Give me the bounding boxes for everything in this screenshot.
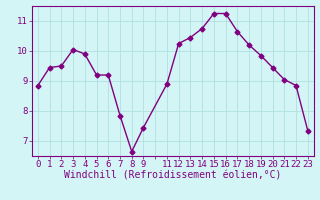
- X-axis label: Windchill (Refroidissement éolien,°C): Windchill (Refroidissement éolien,°C): [64, 171, 282, 181]
